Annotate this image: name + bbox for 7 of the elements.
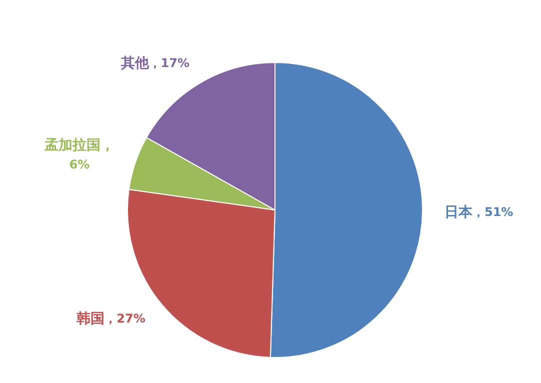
slice-label: 日本 (444, 204, 474, 220)
data-label: ，17% (148, 56, 190, 70)
slice-label: 其他 (120, 55, 150, 72)
slice-label: 韩国 (76, 310, 105, 327)
data-label: ，51% (472, 204, 514, 219)
slice-label: 孟加拉国，6% (43, 137, 114, 172)
data-label: ，27% (104, 311, 146, 326)
